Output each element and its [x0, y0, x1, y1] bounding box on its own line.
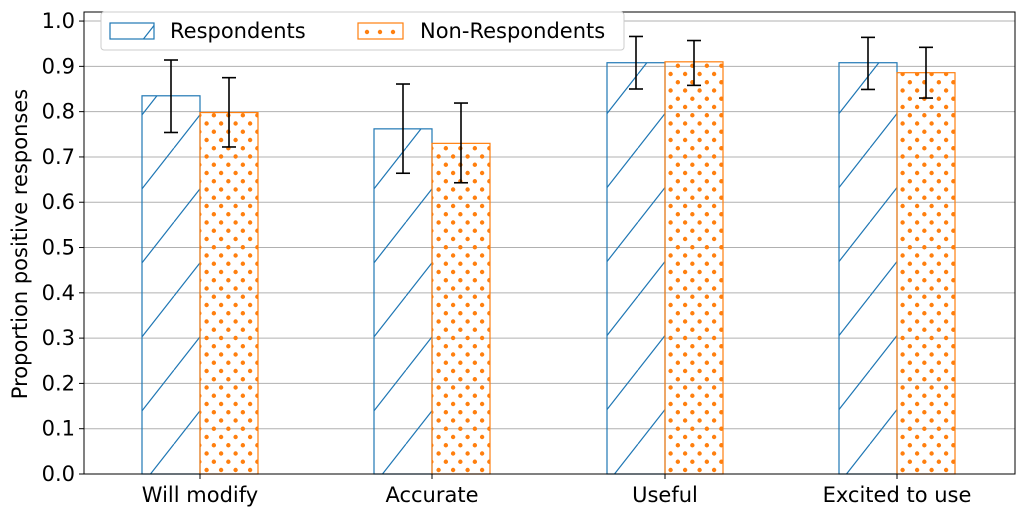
x-tick-label: Will modify	[142, 483, 258, 507]
bar-respondents	[606, 62, 666, 475]
y-tick-label: 0.0	[42, 462, 75, 486]
y-tick-label: 0.1	[42, 417, 75, 441]
error-bar-respondents	[861, 36, 875, 91]
y-tick-label: 0.4	[42, 281, 75, 305]
error-bar-respondents	[164, 59, 178, 134]
legend-label-non-respondents: Non-Respondents	[420, 19, 605, 43]
y-tick-label: 1.0	[42, 9, 75, 33]
x-tick-label: Accurate	[385, 483, 478, 507]
error-bar-non-respondents	[919, 46, 933, 99]
error-bar-non-respondents	[222, 76, 236, 148]
y-tick-label: 0.6	[42, 190, 75, 214]
error-bar-non-respondents	[454, 102, 468, 184]
bars	[141, 61, 956, 475]
y-tick-label: 0.9	[42, 54, 75, 78]
bar-non-respondents	[664, 61, 724, 475]
legend: Respondents Non-Respondents	[100, 11, 625, 51]
error-bar-respondents	[396, 83, 410, 175]
bar-respondents	[838, 62, 898, 475]
bar-non-respondents	[199, 111, 259, 475]
y-tick-label: 0.7	[42, 145, 75, 169]
error-bar-non-respondents	[687, 39, 701, 87]
error-bar-respondents	[629, 35, 643, 90]
x-axis: Will modify Accurate Useful Excited to use	[142, 474, 972, 507]
bar-non-respondents	[431, 142, 491, 475]
y-tick-label: 0.3	[42, 326, 75, 350]
legend-swatch-dots	[364, 29, 396, 35]
y-axis: 0.0 0.1 0.2 0.3 0.4 0.5 0.6 0.7 0.8 0.9 1.0	[42, 9, 84, 486]
y-tick-label: 0.5	[42, 236, 75, 260]
error-bars	[164, 35, 933, 184]
y-axis-label: Proportion positive responses	[8, 89, 32, 399]
y-tick-label: 0.2	[42, 371, 75, 395]
bar-non-respondents	[896, 72, 956, 475]
x-tick-label: Useful	[632, 483, 698, 507]
bar-respondents	[373, 128, 433, 475]
bar-respondents	[141, 95, 201, 475]
legend-label-respondents: Respondents	[170, 19, 306, 43]
x-tick-label: Excited to use	[823, 483, 972, 507]
legend-swatch-respondents	[109, 22, 155, 40]
y-tick-label: 0.8	[42, 100, 75, 124]
